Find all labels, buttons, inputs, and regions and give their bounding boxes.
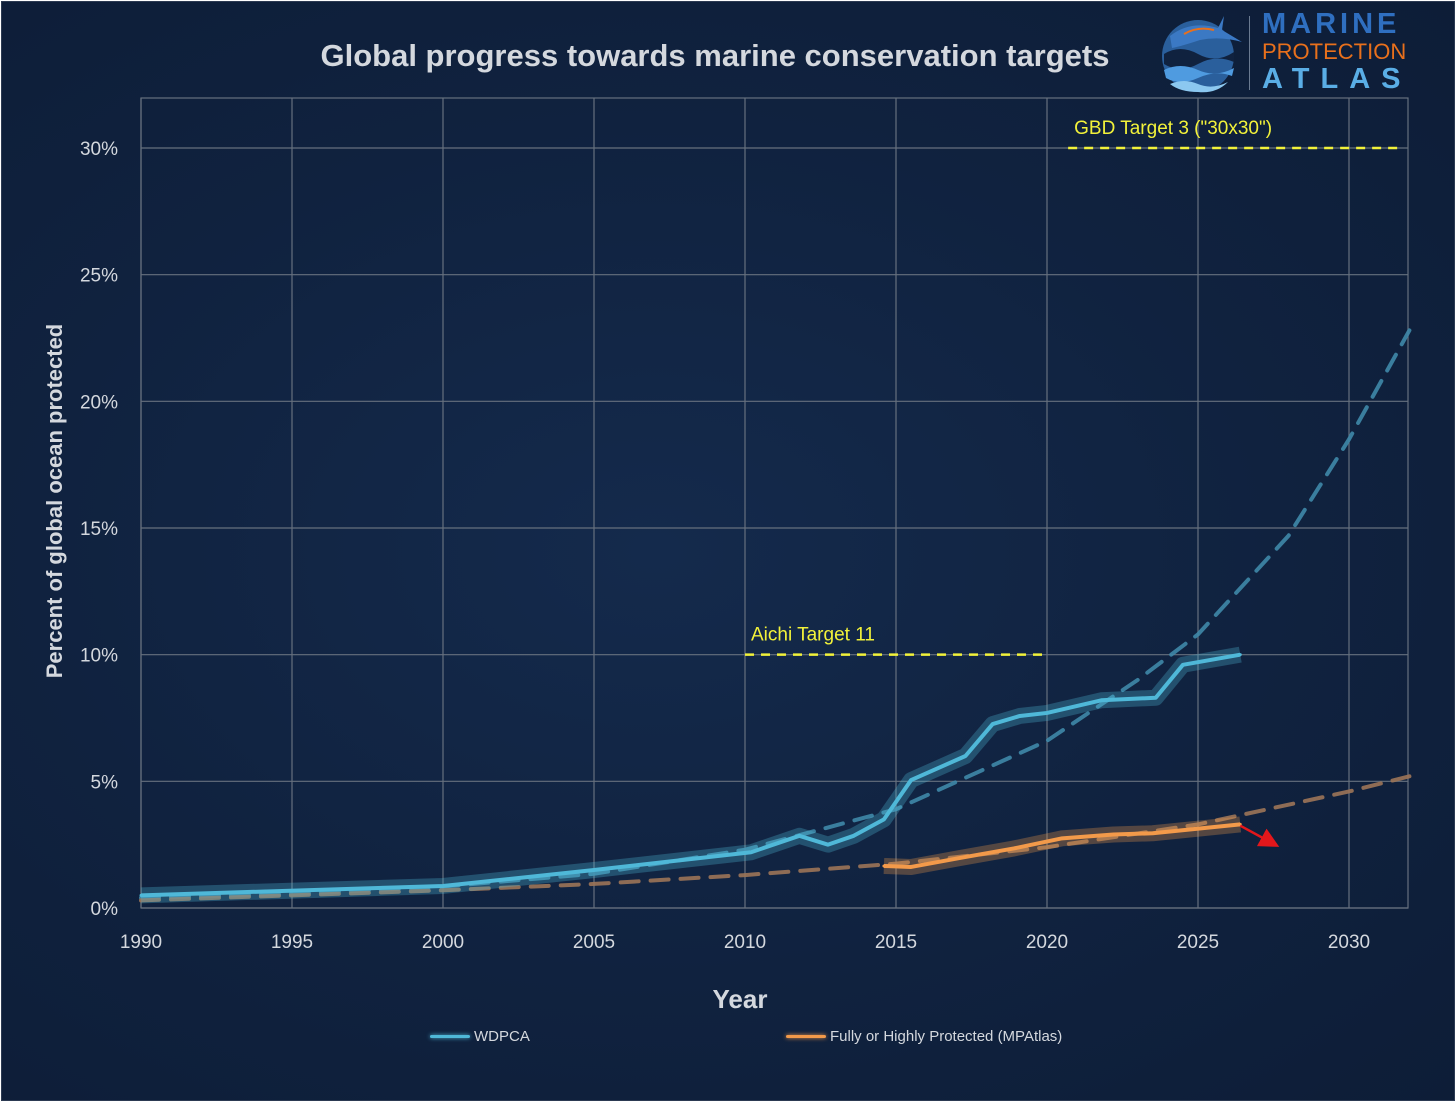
y-tick-label: 15%: [80, 519, 118, 540]
x-tick-label: 2005: [573, 932, 615, 953]
data-point: [909, 778, 913, 782]
x-tick-label: 2000: [422, 932, 464, 953]
target-label: GBD Target 3 ("30x30"): [1074, 118, 1272, 139]
legend-swatch-wdpca: [430, 1035, 470, 1038]
data-point: [1154, 696, 1158, 700]
legend-label: WDPCA: [474, 1028, 530, 1045]
x-tick-label: 1995: [271, 932, 313, 953]
y-tick-label: 10%: [80, 646, 118, 667]
data-point: [963, 754, 967, 758]
wdpca-line: [140, 652, 1241, 898]
legend-item-wdpca: WDPCA: [430, 1028, 530, 1045]
x-tick-label: 2015: [875, 932, 917, 953]
dolphin-wave-logo-icon: [1162, 16, 1242, 93]
data-point: [826, 843, 830, 847]
plot-border: [140, 97, 1409, 909]
data-point: [797, 834, 801, 838]
legend-swatch-mpatlas: [786, 1035, 826, 1038]
data-point: [139, 893, 143, 897]
target-label: Aichi Target 11: [751, 625, 875, 646]
data-point: [1238, 653, 1242, 657]
logo-line-1: MARINE: [1262, 8, 1401, 40]
data-point: [1060, 836, 1064, 840]
x-tick-label: 2025: [1177, 932, 1219, 953]
data-point: [909, 865, 913, 869]
data-point: [1099, 698, 1103, 702]
x-tick-label: 2020: [1026, 932, 1068, 953]
chart-title: Global progress towards marine conservat…: [320, 38, 1110, 73]
data-point: [957, 856, 961, 860]
logo-text: MARINE PROTECTION ATLAS: [1262, 10, 1412, 94]
y-axis-label: Percent of global ocean protected: [42, 323, 67, 679]
data-point: [441, 884, 445, 888]
data-point: [592, 868, 596, 872]
legend-label: Fully or Highly Protected (MPAtlas): [830, 1028, 1063, 1045]
data-point: [1045, 711, 1049, 715]
trendline: [139, 774, 1412, 903]
y-tick-label: 20%: [80, 392, 118, 413]
data-point: [1151, 831, 1155, 835]
legend-item-mpatlas: Fully or Highly Protected (MPAtlas): [786, 1028, 1062, 1045]
decline-arrow-icon: [1239, 824, 1280, 847]
logo-divider: [1249, 16, 1250, 90]
data-point: [749, 850, 753, 854]
marine-protection-atlas-logo: [1160, 6, 1250, 96]
y-tick-label: 5%: [91, 772, 119, 793]
x-tick-label: 1990: [120, 932, 162, 953]
data-point: [1181, 663, 1185, 667]
data-point: [1018, 714, 1022, 718]
y-tick-label: 30%: [80, 139, 118, 160]
y-tick-label: 25%: [80, 266, 118, 287]
logo-line-3: ATLAS: [1262, 63, 1412, 95]
data-point: [1012, 846, 1016, 850]
logo-line-2: PROTECTION: [1262, 39, 1407, 64]
data-point: [852, 834, 856, 838]
y-tick-label: 0%: [91, 899, 119, 920]
data-point: [882, 864, 886, 868]
x-axis-label: Year: [712, 984, 768, 1014]
trendline: [139, 328, 1412, 900]
x-tick-label: 2030: [1328, 932, 1370, 953]
mpatlas-line: [883, 822, 1241, 869]
x-tick-label: 2010: [724, 932, 766, 953]
data-point: [1111, 833, 1115, 837]
data-point: [991, 722, 995, 726]
data-point: [882, 817, 886, 821]
